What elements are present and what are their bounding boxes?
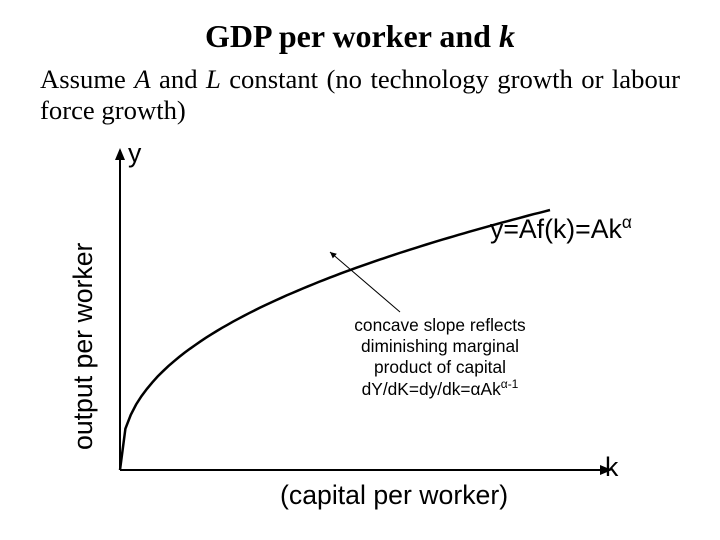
equation: y=Af(k)=Akα xyxy=(490,212,632,245)
annot-l1: concave slope reflects xyxy=(345,315,535,336)
sub-it2: L xyxy=(206,64,221,94)
sub-it1: A xyxy=(134,64,150,94)
annotation: concave slope reflects diminishing margi… xyxy=(345,315,535,400)
equation-sup: α xyxy=(622,212,632,232)
x-axis-label: (capital per worker) xyxy=(280,480,508,511)
y-letter: y xyxy=(128,138,141,169)
page-title: GDP per worker and k xyxy=(0,18,720,55)
subtitle: Assume A and L constant (no technology g… xyxy=(40,64,680,126)
annot-l2: diminishing marginal xyxy=(345,336,535,357)
k-letter: k xyxy=(605,452,618,483)
title-italic-k: k xyxy=(499,18,515,54)
equation-main: y=Af(k)=Ak xyxy=(490,214,622,244)
annot-l3: product of capital xyxy=(345,357,535,378)
annot-l4: dY/dK=dy/dk=αAkα-1 xyxy=(345,377,535,400)
slide: GDP per worker and k Assume A and L cons… xyxy=(0,0,720,540)
diagram: output per worker y k (capital per worke… xyxy=(50,140,670,520)
y-axis-label: output per worker xyxy=(68,243,99,450)
sub-mid1: and xyxy=(151,64,206,94)
sub-a: Assume xyxy=(40,64,134,94)
title-text: GDP per worker and xyxy=(205,18,499,54)
